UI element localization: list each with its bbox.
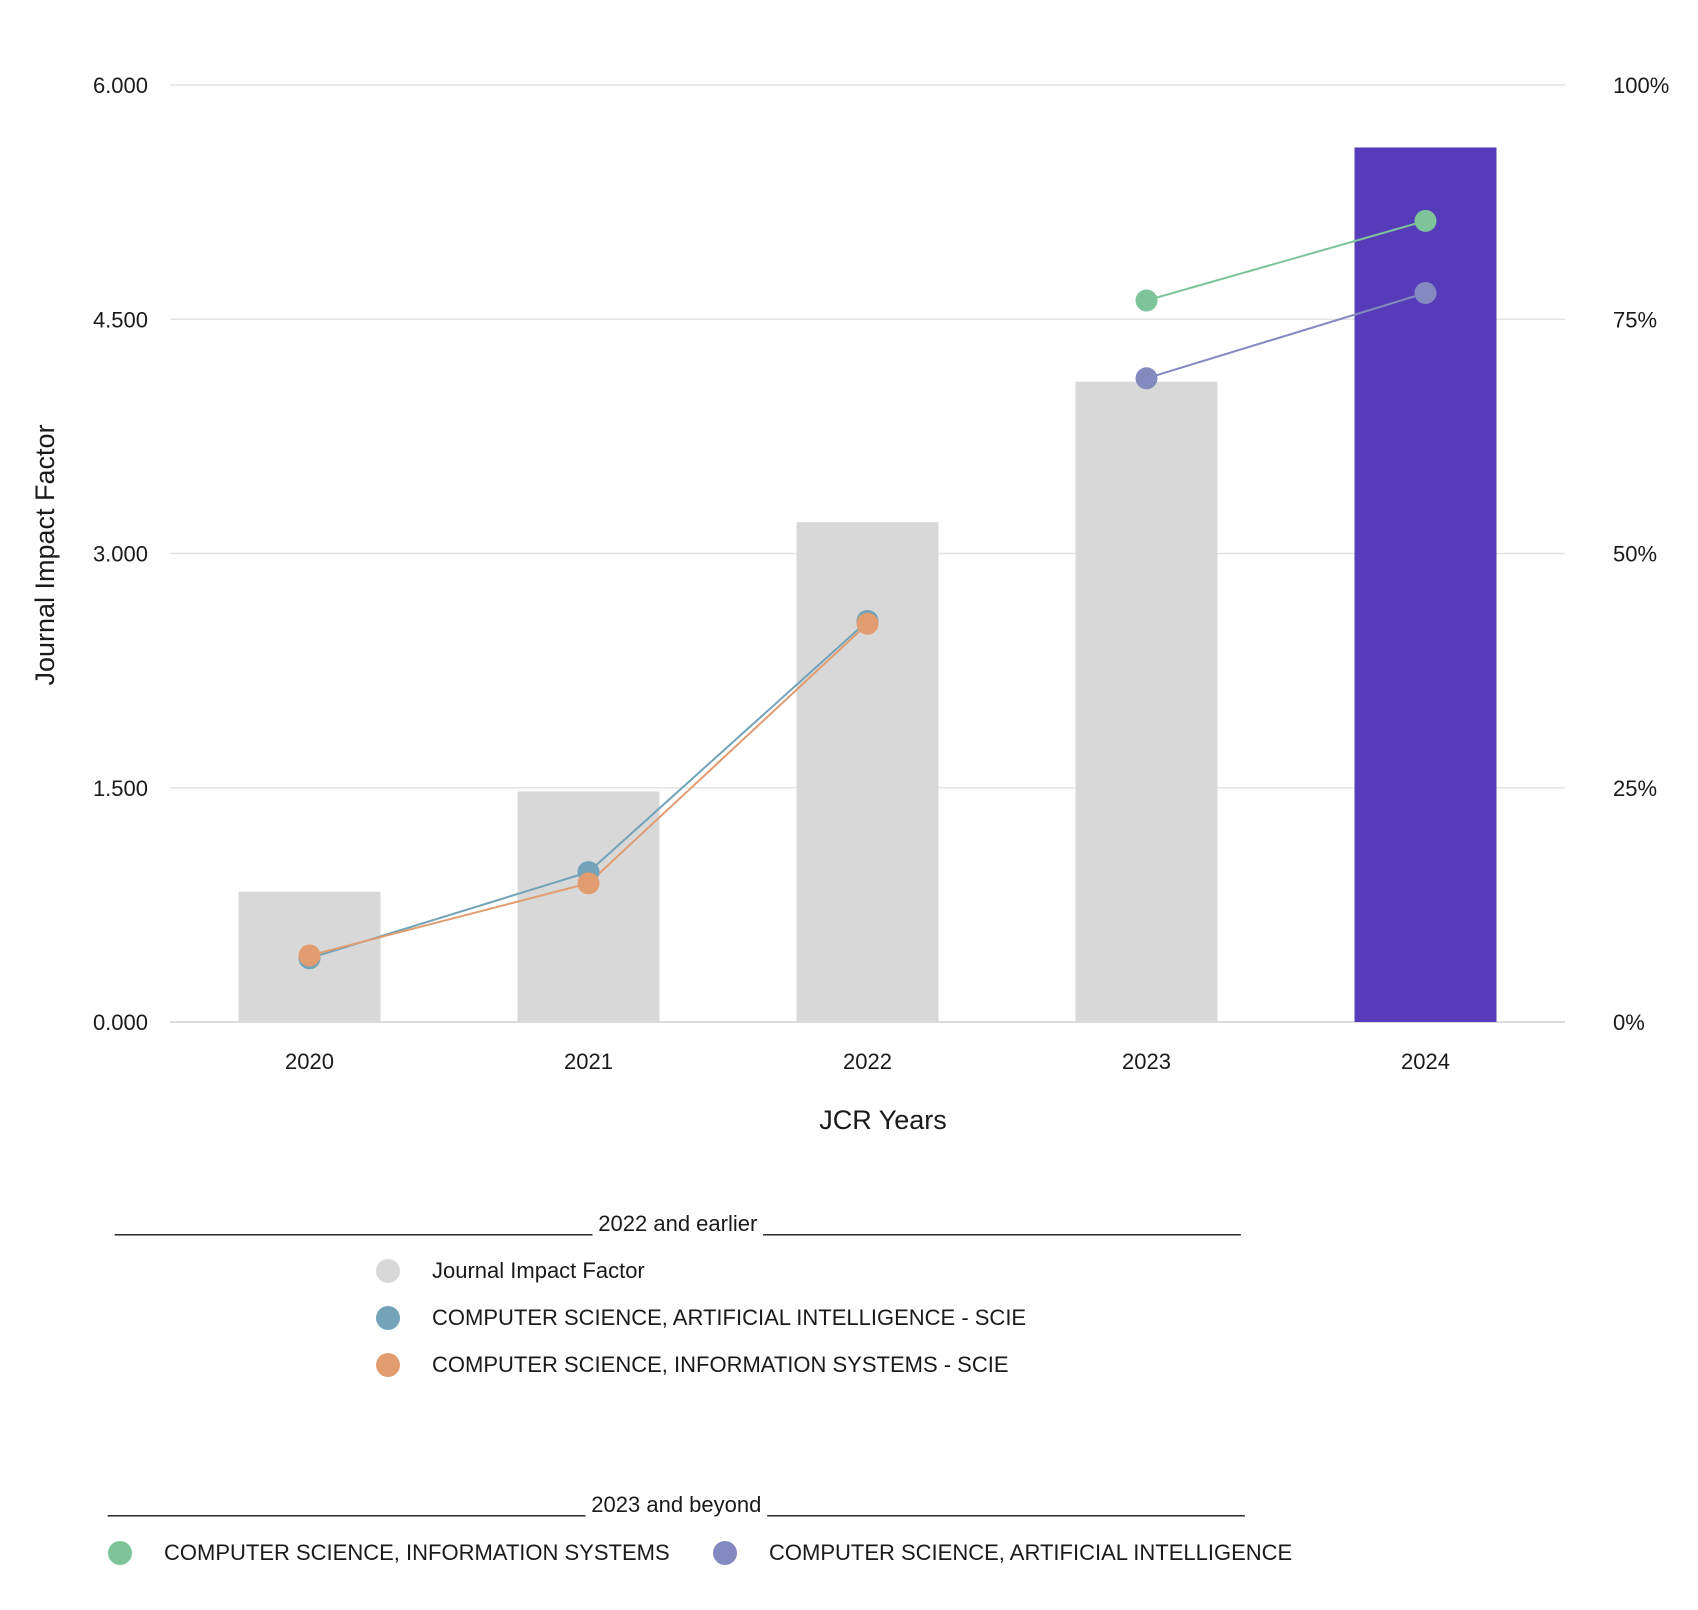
x-axis-title: JCR Years: [819, 1105, 947, 1135]
legend-item-jif[interactable]: Journal Impact Factor: [376, 1258, 645, 1284]
jif-chart: 0.000 1.500 3.000 4.500 6.000 0% 25% 50% 75% 100…: [30, 73, 1669, 1135]
x-tick-label: 2022: [843, 1049, 892, 1074]
series-3-point-2023[interactable]: [1135, 367, 1158, 390]
y-tick-label: 4.500: [93, 307, 148, 332]
y2-tick-label: 100%: [1613, 73, 1669, 98]
bar-2022[interactable]: [796, 522, 939, 1022]
y2-tick-label: 0%: [1613, 1010, 1645, 1035]
legend-label: COMPUTER SCIENCE, INFORMATION SYSTEMS: [164, 1540, 670, 1565]
x-tick-label: 2021: [564, 1049, 613, 1074]
legend-item-ai-scie[interactable]: COMPUTER SCIENCE, ARTIFICIAL INTELLIGENC…: [376, 1305, 1026, 1331]
legend-label: Journal Impact Factor: [432, 1258, 645, 1283]
series-line-2: [1146, 219, 1426, 302]
legend-label: COMPUTER SCIENCE, ARTIFICIAL INTELLIGENC…: [769, 1540, 1293, 1565]
y-tick-label: 1.500: [93, 776, 148, 801]
legend-heading-2022-and-earlier: _______________________________________ …: [115, 1211, 1241, 1236]
series-line-3: [1146, 292, 1426, 380]
y2-tick-label: 25%: [1613, 776, 1657, 801]
bars: [238, 147, 1497, 1022]
x-tick-label: 2024: [1401, 1049, 1450, 1074]
legend-label: COMPUTER SCIENCE, INFORMATION SYSTEMS - …: [432, 1352, 1009, 1377]
bar-2023[interactable]: [1075, 381, 1218, 1022]
legend-dot-icon: [376, 1259, 400, 1283]
legend-dot-icon: [376, 1353, 400, 1377]
y2-tick-label: 75%: [1613, 307, 1657, 332]
x-tick-label: 2023: [1122, 1049, 1171, 1074]
y-axis-right: 0% 25% 50% 75% 100%: [1613, 73, 1669, 1035]
y-tick-label: 0.000: [93, 1010, 148, 1035]
legend-item-is[interactable]: COMPUTER SCIENCE, INFORMATION SYSTEMS: [108, 1540, 670, 1566]
legend-heading-2023-and-beyond: _______________________________________ …: [108, 1492, 1245, 1517]
y-tick-label: 3.000: [93, 542, 148, 567]
bar-2024[interactable]: [1354, 147, 1497, 1022]
legend-dot-icon: [108, 1541, 132, 1565]
legend-item-ai[interactable]: COMPUTER SCIENCE, ARTIFICIAL INTELLIGENC…: [713, 1540, 1292, 1566]
series-1-point-2022[interactable]: [856, 612, 879, 635]
series-points: [298, 209, 1437, 970]
x-tick-label: 2020: [285, 1049, 334, 1074]
legend-dot-icon: [713, 1541, 737, 1565]
y-axis-title: Journal Impact Factor: [30, 424, 60, 685]
series-2-point-2023[interactable]: [1135, 289, 1158, 312]
y2-tick-label: 50%: [1613, 542, 1657, 567]
legend-dot-icon: [376, 1306, 400, 1330]
legend-item-is-scie[interactable]: COMPUTER SCIENCE, INFORMATION SYSTEMS - …: [376, 1352, 1009, 1378]
y-tick-label: 6.000: [93, 73, 148, 98]
series-2-point-2024[interactable]: [1414, 209, 1437, 232]
series-3-point-2024[interactable]: [1414, 282, 1437, 305]
series-1-point-2020[interactable]: [298, 944, 321, 967]
y-axis-left: 0.000 1.500 3.000 4.500 6.000: [93, 73, 148, 1035]
x-axis: 2020 2021 2022 2023 2024: [285, 1049, 1450, 1074]
legend-label: COMPUTER SCIENCE, ARTIFICIAL INTELLIGENC…: [432, 1305, 1027, 1330]
series-1-point-2021[interactable]: [577, 872, 600, 895]
